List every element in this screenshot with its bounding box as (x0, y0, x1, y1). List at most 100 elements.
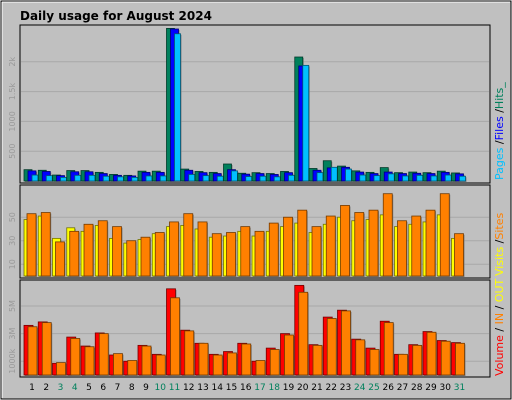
bar-sites-day-30 (439, 193, 450, 277)
bar-pages-day-6 (102, 175, 110, 182)
bar-sites-day-22 (325, 215, 336, 277)
bar-pages-day-31 (459, 175, 466, 182)
y-tick-label: 3M (8, 328, 17, 340)
day-label-8: 8 (129, 383, 135, 393)
day-label-12: 12 (183, 383, 194, 393)
day-label-4: 4 (72, 383, 78, 393)
bar-in-day-21 (312, 344, 323, 376)
bar-sites-day-19 (283, 216, 293, 277)
day-label-9: 9 (143, 383, 149, 393)
bar-in-day-31 (455, 342, 465, 376)
bar-sites-day-24 (354, 212, 365, 277)
day-label-21: 21 (311, 383, 322, 393)
bar-in-day-25 (369, 349, 380, 376)
bar-pages-day-20 (302, 64, 310, 182)
bar-pages-day-5 (88, 174, 96, 182)
bar-pages-day-17 (259, 175, 267, 182)
bar-in-day-18 (269, 349, 280, 376)
bar-in-day-9 (141, 345, 152, 376)
day-label-31: 31 (454, 383, 465, 393)
day-label-6: 6 (100, 383, 106, 393)
day-label-15: 15 (226, 383, 237, 393)
bar-sites-day-15 (226, 232, 236, 277)
bars-layer (23, 28, 467, 376)
bar-in-day-15 (227, 352, 237, 376)
bar-in-day-2 (41, 322, 52, 376)
bar-sites-day-23 (340, 205, 350, 277)
day-label-2: 2 (43, 383, 49, 393)
day-label-17: 17 (254, 383, 265, 393)
bar-pages-day-11 (174, 33, 181, 182)
bar-in-day-11 (170, 297, 180, 376)
bar-in-day-27 (398, 353, 408, 376)
legend-hits: Hits_ (493, 82, 506, 109)
bar-sites-day-21 (311, 226, 322, 277)
bar-pages-day-25 (373, 175, 381, 182)
bar-in-day-16 (241, 343, 252, 376)
day-label-7: 7 (115, 383, 121, 393)
bar-sites-day-12 (183, 213, 194, 277)
bar-pages-day-1 (31, 174, 39, 182)
bar-sites-day-16 (240, 226, 251, 277)
y-tick-labels: 2k 1.5k 1000 500 50 30 10 5M 3M 1000k (8, 57, 17, 374)
day-label-19: 19 (283, 383, 295, 393)
day-label-20: 20 (297, 383, 309, 393)
legend-visits-sites: Visits /Sites (493, 213, 506, 276)
y-tick-label: 500 (8, 144, 17, 159)
day-label-16: 16 (240, 383, 252, 393)
bar-sites-day-17 (254, 230, 265, 277)
bar-sites-day-8 (126, 240, 137, 277)
bar-sites-day-28 (411, 215, 422, 277)
bar-pages-day-21 (316, 172, 324, 182)
day-label-29: 29 (425, 383, 437, 393)
day-label-25: 25 (368, 383, 379, 393)
bar-sites-day-6 (97, 220, 108, 277)
legend-pages: Pages (493, 147, 506, 180)
bar-sites-day-2 (40, 212, 51, 277)
bar-pages-day-19 (288, 174, 295, 182)
bar-in-day-20 (298, 291, 309, 376)
bar-sites-day-9 (140, 236, 151, 277)
bar-sites-day-7 (112, 226, 122, 277)
bar-in-day-12 (184, 330, 195, 376)
legend-sites: Sites (493, 213, 506, 240)
bar-sites-day-3 (55, 241, 65, 277)
legend-volume: Volume (493, 335, 506, 376)
y-tick-label: 1.5k (8, 83, 17, 101)
bar-in-day-30 (440, 340, 451, 376)
bar-pages-day-12 (188, 174, 196, 182)
bar-sites-day-4 (69, 230, 80, 277)
bar-in-day-17 (255, 360, 266, 376)
day-labels: 1 2 3 4 5 6 7 8 9 10 11 12 13 14 15 16 17 18 19 20 21 22 23 24 2… (29, 383, 465, 393)
bar-pages-day-27 (402, 175, 409, 182)
bar-sites-day-20 (297, 209, 308, 277)
chart-title: Daily usage for August 2024 (20, 9, 212, 23)
day-label-14: 14 (212, 383, 224, 393)
y-tick-label: 1000k (8, 348, 17, 373)
y-tick-label: 10 (8, 259, 17, 269)
y-tick-label: 2k (8, 57, 17, 67)
day-label-24: 24 (354, 383, 366, 393)
bar-sites-day-1 (26, 213, 37, 277)
day-label-26: 26 (383, 383, 395, 393)
bar-pages-day-18 (273, 176, 281, 182)
y-tick-label: 5M (8, 300, 17, 312)
bar-in-day-3 (56, 362, 66, 376)
day-label-13: 13 (197, 383, 208, 393)
bar-in-day-5 (84, 346, 95, 376)
bar-pages-day-28 (416, 174, 424, 182)
legend-out: OUT (493, 278, 506, 302)
bar-pages-day-8 (131, 177, 139, 182)
day-label-27: 27 (397, 383, 408, 393)
legend-visits: Visits (493, 247, 506, 276)
y-tick-label: 30 (8, 236, 17, 246)
bar-pages-day-23 (345, 168, 352, 182)
y-tick-label: 50 (8, 212, 17, 222)
bar-in-day-22 (326, 318, 337, 376)
legend-sep: / (493, 302, 506, 313)
bar-sites-day-25 (368, 209, 379, 277)
legend-pages-files-hits: Pages /Files /Hits_ (493, 82, 506, 180)
bar-sites-day-26 (382, 193, 393, 277)
